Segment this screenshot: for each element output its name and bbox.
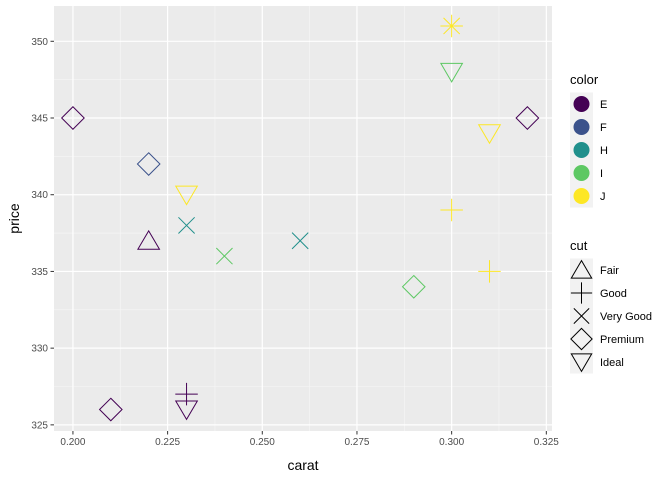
x-tick-label: 0.275	[344, 437, 369, 448]
legend-label-h: H	[600, 145, 608, 157]
cut-legend: cut Fair Good Very Good Premium Ideal	[570, 238, 652, 374]
data-point-premium	[136, 152, 161, 176]
legend-key-background	[570, 350, 593, 374]
legend-key-i	[573, 165, 590, 181]
data-point-good	[478, 260, 501, 283]
cut-legend-title: cut	[570, 238, 588, 253]
legend-key-e	[573, 96, 590, 112]
legend-key-f	[573, 119, 590, 135]
y-axis-ticks: 325 330 335 340 345 350	[31, 37, 54, 431]
y-axis-title: price	[6, 203, 22, 234]
legend-key-good	[570, 282, 593, 304]
x-tick-label: 0.200	[60, 437, 85, 448]
data-point-good	[440, 198, 463, 222]
x-tick-label: 0.325	[534, 437, 559, 448]
legend-key-background	[570, 327, 593, 351]
legend-label-ideal: Ideal	[600, 357, 624, 369]
data-point-very-good	[215, 247, 233, 265]
x-tick-label: 0.300	[439, 437, 464, 448]
data-point-very-good	[443, 17, 461, 35]
legend-key-ideal	[570, 353, 593, 373]
x-axis-ticks: 0.200 0.225 0.250 0.275 0.300 0.325	[60, 431, 559, 448]
x-axis-title: carat	[287, 457, 318, 473]
data-point-ideal	[174, 185, 199, 206]
data-point-premium	[401, 274, 426, 299]
y-tick-label: 325	[31, 420, 48, 431]
legend-label-f: F	[600, 122, 607, 134]
color-legend-title: color	[570, 72, 599, 87]
minor-gridlines	[54, 6, 552, 431]
data-point-fair	[137, 229, 161, 250]
data-point-very-good	[291, 232, 309, 250]
data-point-premium	[98, 397, 123, 422]
y-tick-label: 350	[31, 37, 48, 48]
x-tick-label: 0.225	[155, 437, 180, 448]
legend-key-j	[573, 188, 590, 204]
y-tick-label: 335	[31, 267, 48, 278]
legend-key-fair	[570, 259, 593, 279]
data-point-good	[175, 382, 198, 406]
legend-label-very-good: Very Good	[600, 311, 652, 323]
legend-label-premium: Premium	[600, 334, 644, 346]
x-tick-label: 0.250	[250, 437, 275, 448]
data-point-premium	[60, 106, 85, 130]
legend-label-j: J	[600, 191, 606, 203]
data-point-ideal	[439, 62, 464, 83]
legend-key-very-good	[573, 307, 590, 325]
legend-key-h	[573, 142, 590, 158]
legend-label-e: E	[600, 99, 607, 111]
y-tick-label: 330	[31, 344, 48, 355]
legend-label-fair: Fair	[600, 265, 619, 277]
data-points	[60, 14, 540, 422]
y-tick-label: 345	[31, 114, 48, 125]
legend-label-i: I	[600, 168, 603, 180]
data-point-premium	[515, 106, 540, 130]
legend-label-good: Good	[600, 288, 627, 300]
legend-key-premium	[570, 327, 593, 351]
data-point-ideal	[477, 124, 502, 145]
y-tick-label: 340	[31, 190, 48, 201]
plot-panel	[54, 6, 552, 431]
legend-key-background	[570, 258, 593, 282]
data-point-very-good	[178, 216, 196, 234]
